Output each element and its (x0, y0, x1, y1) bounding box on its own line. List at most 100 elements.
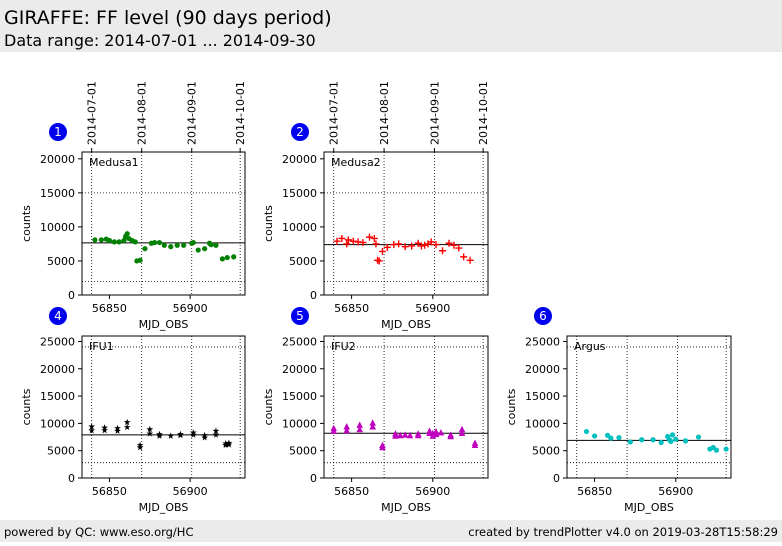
plot-label: Argus (574, 340, 606, 353)
date-tick-label: 2014-07-01 (86, 81, 99, 145)
point (455, 244, 463, 252)
y-tick-label: 15000 (282, 390, 317, 403)
point (458, 429, 466, 437)
point (116, 239, 122, 245)
point (152, 239, 158, 246)
x-axis-label: MJD_OBS (139, 501, 189, 514)
footer-left: powered by QC: www.eso.org/HC (4, 525, 193, 539)
point (673, 436, 679, 442)
plot-label: IFU1 (89, 340, 114, 353)
point (146, 430, 154, 437)
point (136, 443, 144, 451)
point (608, 435, 614, 441)
panel-badge (291, 307, 309, 325)
point (208, 242, 214, 248)
point (137, 257, 143, 263)
point (370, 234, 378, 242)
y-tick-label: 5000 (532, 445, 560, 458)
point (167, 432, 175, 439)
point (616, 434, 622, 441)
header-bar (0, 0, 782, 52)
point (682, 438, 689, 444)
panel-badge (291, 123, 309, 141)
y-tick-label: 0 (553, 472, 560, 485)
y-tick-label: 0 (68, 289, 75, 302)
point (98, 237, 104, 243)
point (592, 433, 598, 439)
point (123, 418, 131, 426)
point (658, 439, 664, 446)
y-tick-label: 10000 (40, 221, 75, 234)
y-tick-label: 0 (310, 289, 317, 302)
y-tick-label: 25000 (282, 335, 317, 348)
point (439, 247, 447, 255)
point (432, 241, 440, 249)
point (212, 431, 220, 438)
x-tick-label: 56900 (173, 302, 208, 315)
plot-area (324, 336, 488, 478)
point (450, 241, 458, 249)
x-axis-label: MJD_OBS (624, 501, 674, 514)
y-tick-label: 15000 (525, 390, 560, 403)
x-tick-label: 56900 (415, 302, 450, 315)
y-tick-label: 5000 (289, 445, 317, 458)
point (123, 423, 131, 431)
x-tick-label: 56850 (577, 485, 612, 498)
point (146, 425, 154, 433)
point (369, 423, 377, 430)
date-tick-label: 2014-10-01 (477, 81, 490, 145)
point (375, 257, 383, 265)
point (343, 426, 351, 434)
x-tick-label: 56850 (92, 302, 127, 315)
point (224, 254, 230, 261)
point (432, 430, 440, 438)
point (445, 239, 453, 247)
panel-number: 4 (54, 309, 62, 323)
plot-label: Medusa2 (331, 156, 381, 169)
point (330, 427, 338, 434)
point (142, 246, 148, 252)
page-subtitle: Data range: 2014-07-01 ... 2014-09-30 (4, 31, 316, 50)
point (101, 426, 109, 434)
point (156, 432, 163, 439)
point (372, 240, 380, 248)
point (132, 239, 138, 245)
y-tick-label: 15000 (282, 187, 317, 200)
panel-number: 5 (296, 309, 304, 323)
point (181, 242, 187, 248)
plot-frame (566, 335, 732, 479)
point (460, 253, 468, 261)
y-tick-label: 25000 (525, 335, 560, 348)
date-tick-label: 2014-09-01 (186, 81, 199, 145)
panel-number: 6 (539, 309, 547, 323)
x-tick-label: 56900 (173, 485, 208, 498)
point (88, 426, 96, 434)
footer-right: created by trendPlotter v4.0 on 2019-03-… (468, 525, 778, 539)
point (427, 238, 435, 246)
point (414, 431, 422, 439)
panel-number: 1 (54, 125, 62, 139)
y-tick-label: 20000 (282, 363, 317, 376)
y-tick-label: 10000 (525, 417, 560, 430)
x-axis-label: MJD_OBS (381, 501, 431, 514)
y-tick-label: 25000 (40, 335, 75, 348)
x-tick-label: 56900 (415, 485, 450, 498)
page-title: GIRAFFE: FF level (90 days period) (4, 7, 332, 29)
point (695, 434, 702, 440)
point (225, 441, 233, 448)
y-tick-label: 10000 (40, 417, 75, 430)
y-tick-label: 20000 (40, 363, 75, 376)
point (213, 242, 219, 248)
point (408, 242, 416, 250)
plot-label: IFU2 (331, 340, 356, 353)
point (392, 432, 399, 439)
date-tick-label: 2014-10-01 (234, 81, 247, 145)
point (333, 237, 341, 245)
footer-bar (0, 520, 782, 542)
point (231, 254, 237, 260)
point (650, 437, 656, 443)
point (111, 239, 117, 245)
point (338, 234, 346, 242)
